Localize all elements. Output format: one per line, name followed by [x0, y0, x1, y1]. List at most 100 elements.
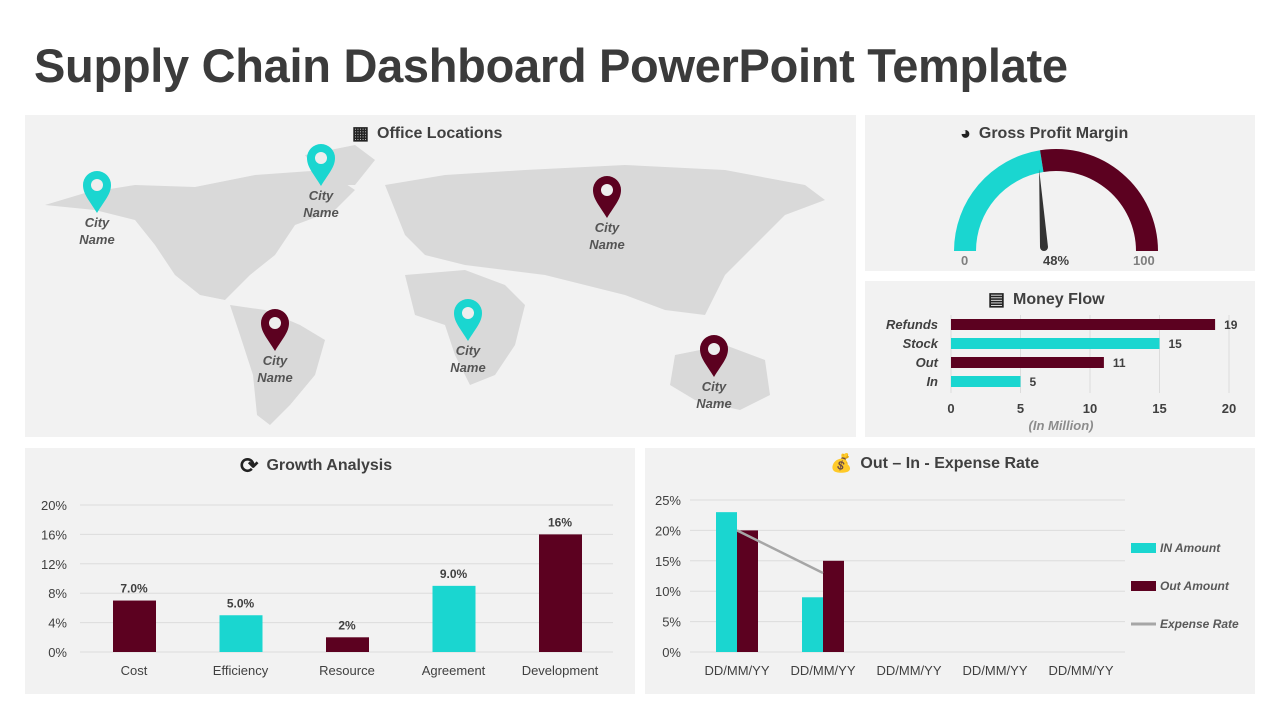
bar [951, 376, 1021, 387]
data-label: 2% [338, 618, 356, 632]
money-flow-title: ▤ Money Flow [988, 289, 1105, 310]
category-label: Efficiency [213, 663, 269, 678]
page-title: Supply Chain Dashboard PowerPoint Templa… [34, 39, 1068, 92]
office-locations-label: Office Locations [377, 124, 503, 142]
data-label: 19 [1224, 318, 1238, 332]
data-label: 16% [548, 515, 572, 529]
expense-rate-line [736, 529, 824, 575]
y-tick-label: 20% [655, 523, 681, 538]
location-pin[interactable]: City Name [577, 175, 637, 253]
growth-chart-icon: ⟳ [240, 453, 259, 478]
category-label: DD/MM/YY [1049, 663, 1114, 678]
expense-rate-panel: 💰 Out – In - Expense Rate 0% 5% 10% 15% 20% 2… [645, 448, 1255, 694]
map-pin-icon [83, 171, 111, 213]
category-label: Out [916, 355, 939, 370]
category-label: DD/MM/YY [963, 663, 1028, 678]
gross-profit-label: Gross Profit Margin [978, 124, 1129, 142]
office-locations-panel: ▦ Office Locations City Name City Name Cit… [25, 115, 856, 437]
money-bag-icon: 💰 [830, 453, 853, 473]
location-pin[interactable]: City Name [684, 334, 744, 412]
pin-label: City Name [450, 343, 486, 375]
x-tick-label: 15 [1152, 401, 1166, 416]
legend-label: Expense Rate [1160, 617, 1239, 631]
bar [219, 615, 263, 652]
map-pin-icon [307, 144, 335, 186]
location-pin[interactable]: City Name [67, 170, 127, 248]
office-locations-title: ▦ Office Locations [352, 123, 502, 144]
growth-analysis-panel: ⟳ Growth Analysis 0% 4% 8% 12% 16% 20% 7.0% Cos… [25, 448, 635, 694]
y-tick-label: 25% [655, 493, 681, 508]
map-pin-icon [700, 335, 728, 377]
y-tick-label: 16% [41, 527, 67, 542]
category-label: Cost [121, 663, 148, 678]
category-label: DD/MM/YY [791, 663, 856, 678]
gauge-chart [954, 149, 1158, 251]
y-tick-label: 20% [41, 498, 67, 513]
bar [326, 637, 369, 652]
pin-label: City Name [589, 220, 625, 252]
bar-in [716, 512, 737, 652]
bar [951, 357, 1104, 368]
gauge-value: 48% [1043, 253, 1070, 268]
map-pin-icon [593, 176, 621, 218]
profit-pie-icon: ◕ [960, 123, 971, 143]
gross-profit-panel: ◕ Gross Profit Margin 0 48% 100 [865, 115, 1255, 271]
expense-rate-title: 💰 Out – In - Expense Rate [830, 453, 1039, 474]
y-tick-label: 15% [655, 554, 681, 569]
x-axis-title: (In Million) [1029, 418, 1094, 433]
data-label: 9.0% [440, 567, 468, 581]
map-pin-icon [454, 299, 482, 341]
expense-rate-label: Out – In - Expense Rate [860, 454, 1040, 472]
category-label: Refunds [886, 317, 938, 332]
category-label: Stock [903, 336, 939, 351]
category-label: DD/MM/YY [877, 663, 942, 678]
y-tick-label: 8% [48, 586, 67, 601]
money-flow-panel: ▤ Money Flow 0 5 10 15 20 Refunds 19 Stock 15 Out… [865, 281, 1255, 437]
category-label: Agreement [422, 663, 486, 678]
category-label: Resource [319, 663, 375, 678]
gauge-remainder [1040, 149, 1158, 251]
map-pin-icon [261, 309, 289, 351]
bar [951, 338, 1160, 349]
y-tick-label: 4% [48, 616, 67, 631]
y-tick-label: 0% [662, 645, 681, 660]
growth-analysis-chart: 0% 4% 8% 12% 16% 20% 7.0% Cost 5.0% Efficiency 2% R… [41, 498, 613, 678]
x-tick-label: 10 [1083, 401, 1097, 416]
data-label: 11 [1113, 356, 1126, 370]
category-label: Development [522, 663, 599, 678]
legend-swatch [1131, 543, 1156, 553]
y-tick-label: 5% [662, 615, 681, 630]
gauge-fill [954, 150, 1044, 251]
expense-rate-chart: 0% 5% 10% 15% 20% 25% DD/MM/YY DD/MM/YY DD/MM/YY… [655, 493, 1239, 678]
pin-label: City Name [303, 188, 339, 220]
location-pin[interactable]: City Name [245, 308, 305, 386]
money-flow-chart: 0 5 10 15 20 Refunds 19 Stock 15 Out 11 In 5 (In Mill… [886, 315, 1238, 433]
bar-in [802, 597, 823, 652]
bar-out [737, 530, 758, 652]
gauge-max: 100 [1133, 253, 1155, 268]
money-flow-label: Money Flow [1013, 290, 1105, 308]
gauge-min: 0 [961, 253, 969, 268]
bar [539, 534, 582, 652]
data-label: 15 [1169, 337, 1183, 351]
y-tick-label: 0% [48, 645, 67, 660]
location-pin[interactable]: City Name [438, 298, 498, 376]
x-tick-label: 0 [947, 401, 954, 416]
pin-label: City Name [696, 379, 732, 411]
y-tick-label: 10% [655, 584, 681, 599]
building-icon: ▦ [352, 123, 370, 143]
growth-analysis-title: ⟳ Growth Analysis [240, 453, 392, 479]
x-tick-label: 5 [1017, 401, 1024, 416]
data-label: 7.0% [120, 582, 148, 596]
bar-out [823, 560, 844, 652]
category-label: In [926, 374, 938, 389]
y-tick-label: 12% [41, 557, 67, 572]
data-label: 5 [1030, 375, 1037, 389]
data-label: 5.0% [227, 596, 255, 610]
gauge-needle [1039, 169, 1048, 251]
legend-label: IN Amount [1160, 541, 1221, 555]
x-tick-label: 20 [1222, 401, 1236, 416]
growth-analysis-label: Growth Analysis [266, 457, 393, 474]
location-pin[interactable]: City Name [291, 143, 351, 221]
legend-swatch [1131, 581, 1156, 591]
